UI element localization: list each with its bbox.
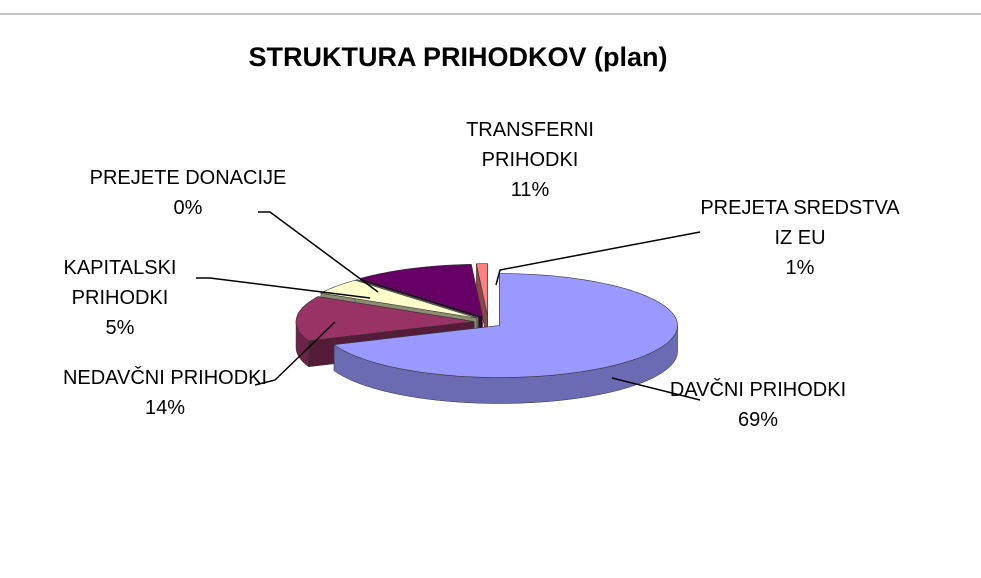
pie-slice [476,263,488,316]
category-label: PREJETE DONACIJE [89,167,287,189]
value-label: 1% [785,257,815,279]
pie-slice [333,273,678,378]
category-label: PREJETA SREDSTVA IZ EU [700,197,900,249]
category-label: NEDAVČNI PRIHODKI [62,367,268,389]
value-label: 14% [144,397,186,419]
leader-line [258,211,379,293]
category-label: DAVČNI PRIHODKI [669,379,847,401]
value-label: 0% [173,197,203,219]
value-label: 5% [105,317,135,339]
leader-line [196,277,371,299]
leader-line [495,231,701,286]
leader-line [611,377,701,401]
category-label: TRANSFERNI PRIHODKI [466,119,594,171]
pie-slice [359,264,483,317]
pie-slice [295,296,475,342]
category-label: KAPITALSKI PRIHODKI [63,257,177,309]
leader-line [254,321,336,386]
value-label: 11% [510,179,550,201]
value-label: 69% [737,409,779,431]
chart-title: STRUKTURA PRIHODKOV (plan) [248,42,668,72]
